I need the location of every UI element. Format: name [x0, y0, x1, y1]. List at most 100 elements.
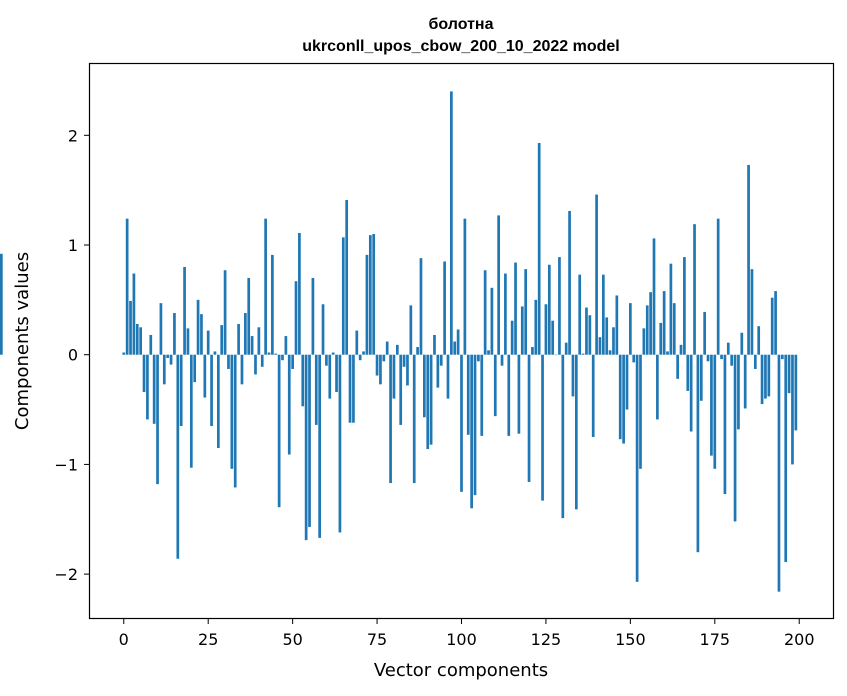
bar: [247, 277, 251, 355]
bar: [206, 330, 210, 355]
bar: [595, 194, 598, 355]
bar: [352, 354, 355, 423]
bar: [780, 354, 784, 360]
bar: [203, 354, 207, 398]
y-axis-ticks: −2 −1 0 1 2: [54, 126, 90, 584]
bar: [264, 218, 267, 355]
bar: [439, 354, 443, 366]
bar: [436, 354, 440, 388]
bar: [395, 344, 399, 355]
bar: [598, 337, 602, 355]
bar: [254, 354, 257, 375]
bar: [318, 354, 321, 538]
bar: [389, 354, 392, 484]
bar: [608, 350, 612, 355]
bar: [791, 354, 794, 465]
bar: [733, 354, 737, 522]
bar: [237, 324, 240, 355]
bar: [794, 354, 798, 431]
x-tick-label: 150: [615, 630, 646, 649]
bar: [787, 354, 791, 394]
bar: [355, 330, 359, 355]
bar: [723, 354, 727, 495]
y-tick-label: −2: [54, 565, 78, 584]
bar: [382, 354, 386, 362]
bar: [477, 354, 480, 362]
bar: [358, 354, 362, 361]
bar: [460, 354, 463, 492]
bar: [227, 354, 230, 369]
bar: [281, 354, 284, 361]
bar: [558, 257, 561, 355]
bar: [0, 253, 3, 355]
bar: [622, 354, 625, 444]
bar: [135, 324, 139, 355]
bar: [514, 262, 517, 355]
bar: [588, 315, 592, 355]
bar: [581, 353, 585, 355]
bar: [767, 354, 771, 397]
bar: [250, 336, 254, 355]
bar: [730, 354, 734, 366]
bar: [618, 354, 622, 440]
bar: [480, 354, 484, 436]
bar: [230, 354, 234, 469]
x-tick-label: 175: [700, 630, 731, 649]
bar: [189, 354, 193, 468]
x-tick-label: 125: [531, 630, 562, 649]
bar: [642, 328, 646, 355]
bar: [328, 354, 332, 399]
bar: [220, 325, 224, 355]
bar-series: [0, 91, 798, 592]
bar: [392, 354, 396, 399]
bar: [497, 215, 500, 355]
bar: [490, 287, 494, 355]
bar: [183, 266, 186, 355]
bar: [277, 354, 281, 508]
plot-frame: [88, 62, 835, 620]
bar: [520, 306, 524, 355]
bar: [260, 354, 264, 367]
bar: [298, 232, 301, 355]
bar: [375, 354, 379, 376]
bar: [287, 354, 291, 455]
bar: [129, 300, 132, 355]
y-tick-label: 2: [68, 126, 78, 145]
bar: [125, 218, 129, 355]
bar: [703, 311, 707, 355]
y-tick-label: −1: [54, 455, 78, 474]
x-tick-label: 25: [198, 630, 218, 649]
y-axis-label: Components values: [12, 252, 33, 430]
bar: [216, 354, 220, 448]
bar: [321, 304, 325, 355]
bar: [656, 354, 659, 420]
bar: [419, 258, 423, 355]
x-tick-label: 75: [367, 630, 387, 649]
x-tick-label: 50: [282, 630, 302, 649]
bar: [615, 295, 619, 355]
bar: [652, 238, 656, 355]
bar: [365, 254, 369, 355]
bar: [629, 303, 632, 355]
bar: [487, 350, 490, 355]
bar: [470, 354, 473, 509]
bar: [463, 218, 467, 355]
bar: [139, 327, 143, 355]
bar: [493, 354, 497, 417]
bar: [635, 354, 639, 582]
bar: [314, 354, 318, 425]
bar: [416, 347, 419, 355]
bar: [507, 354, 511, 436]
x-axis-label: Vector components: [374, 660, 548, 681]
bar: [764, 354, 767, 399]
bar: [240, 354, 244, 385]
bar: [534, 299, 538, 355]
bar: [429, 354, 433, 445]
bar: [662, 291, 666, 355]
chart-subtitle: ukrconll_upos_cbow_200_10_2022 model: [302, 38, 619, 55]
bar: [666, 351, 669, 355]
y-tick-label: 1: [68, 236, 78, 255]
bar: [325, 354, 328, 366]
bar: [713, 354, 717, 469]
bar: [446, 354, 450, 399]
